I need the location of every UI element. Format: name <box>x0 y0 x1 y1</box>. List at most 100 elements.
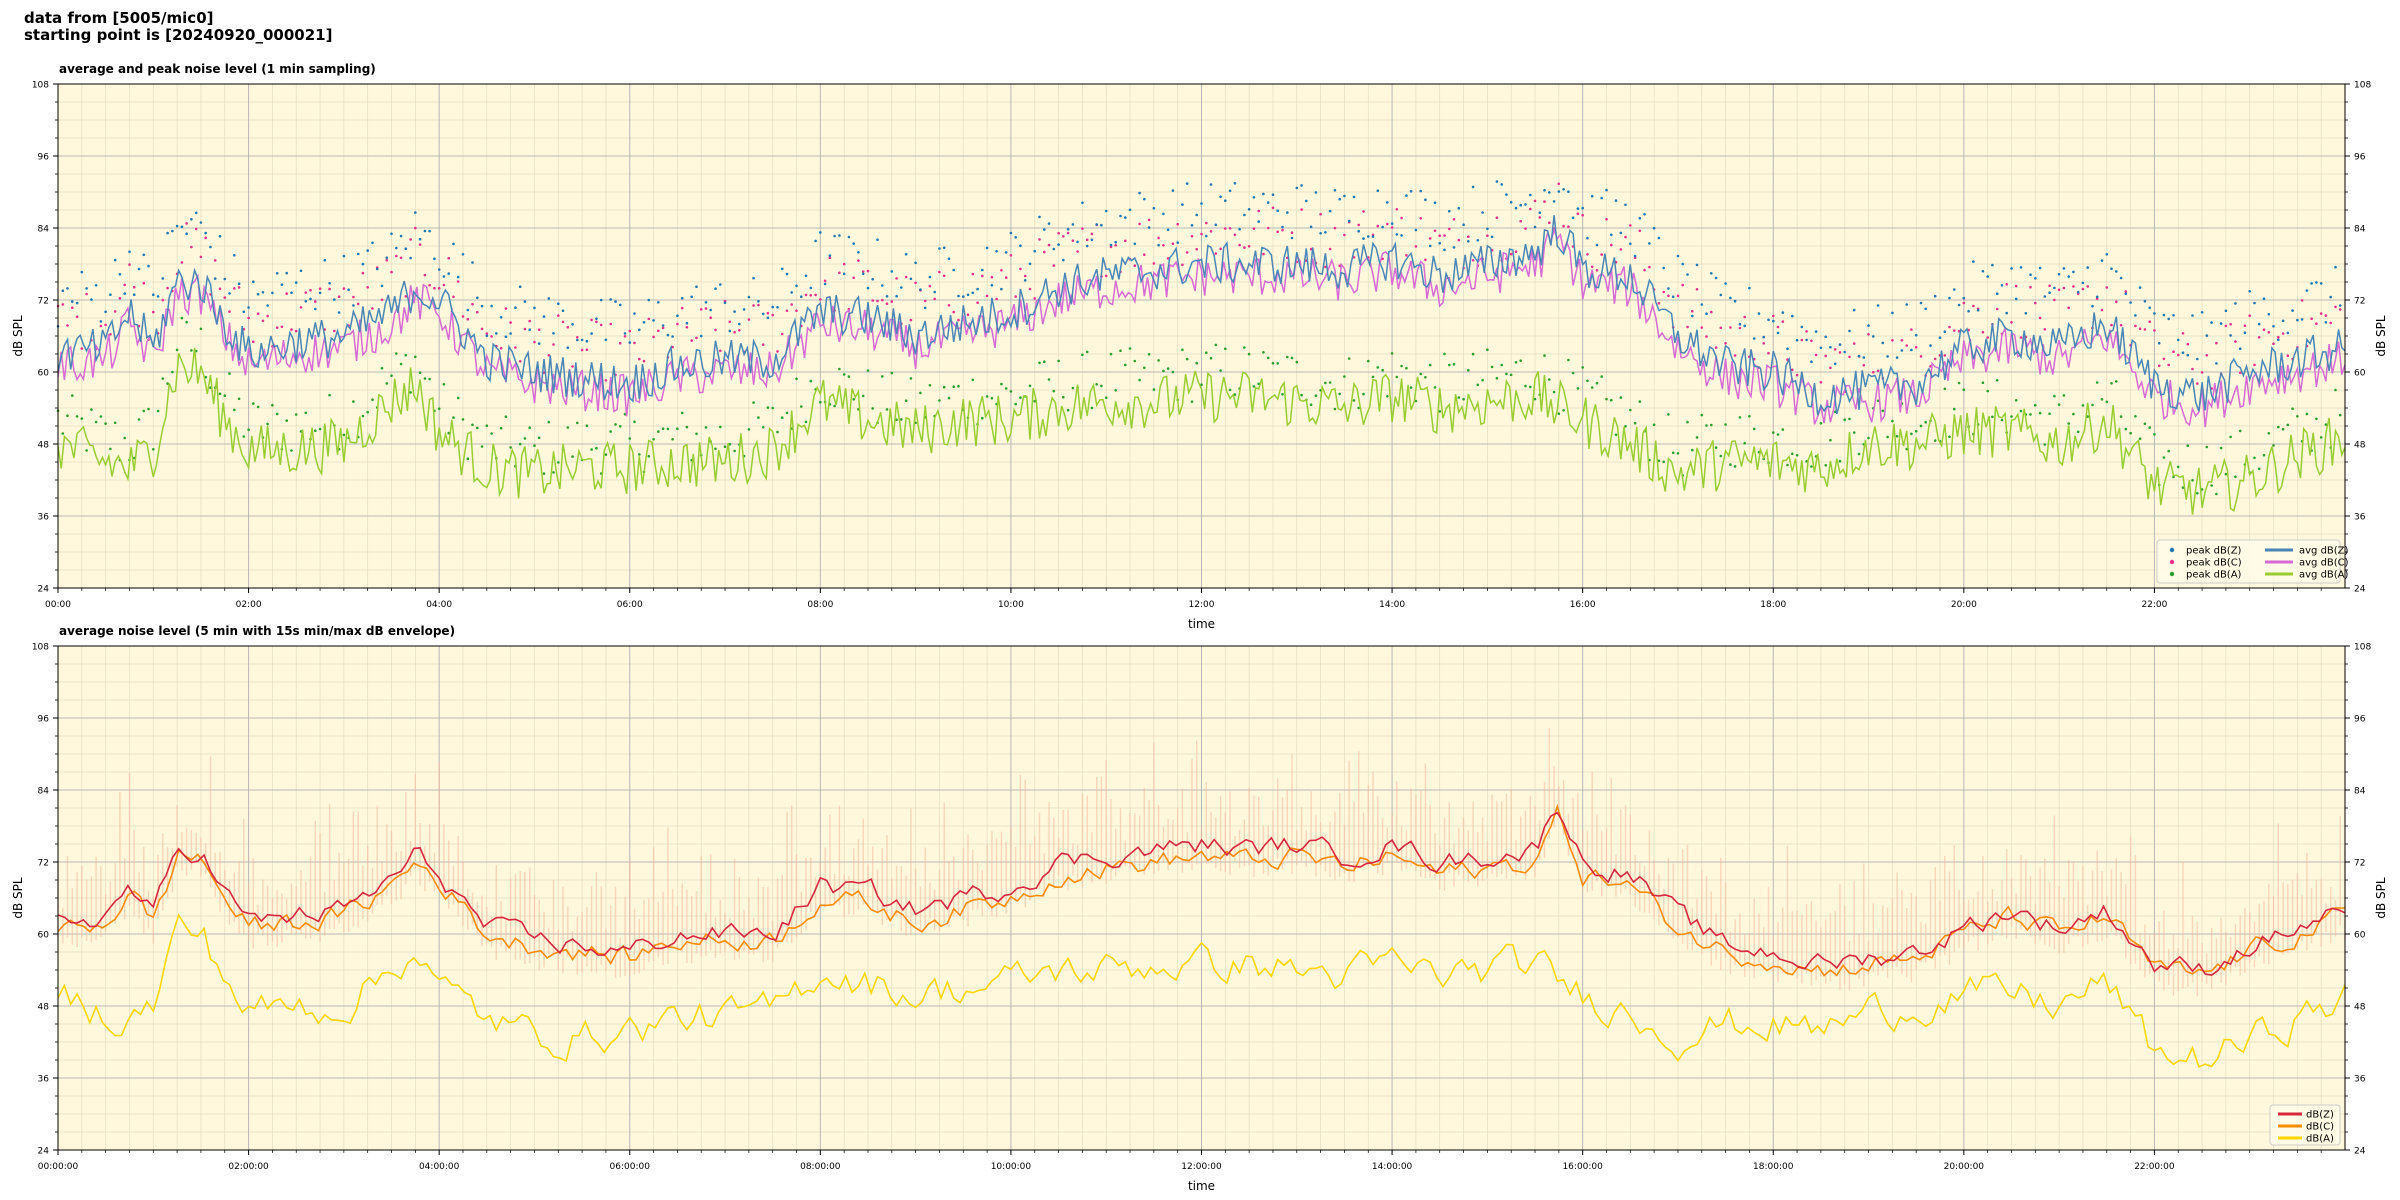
x-tick-label: 08:00 <box>807 600 833 610</box>
peak-dba-point <box>1852 431 1856 434</box>
peak-dbz-point <box>561 309 565 313</box>
peak-dba-point <box>800 405 803 408</box>
peak-dbz-point <box>2100 259 2104 262</box>
peak-dbz-point <box>1776 331 1780 335</box>
peak-dba-point <box>537 436 541 440</box>
peak-dba-point <box>1438 410 1441 413</box>
peak-dba-point <box>414 355 417 359</box>
header-line-start: starting point is [20240920_000021] <box>24 26 333 44</box>
peak-dbz-point <box>1238 227 1241 231</box>
peak-dbz-point <box>1076 240 1079 244</box>
peak-dbc-point <box>990 275 994 279</box>
peak-dbz-point <box>1786 347 1789 351</box>
peak-dbz-point <box>2062 267 2066 270</box>
peak-dbz-point <box>942 246 946 250</box>
peak-dba-point <box>113 421 117 425</box>
peak-dba-point <box>838 367 841 371</box>
peak-dbc-point <box>1043 250 1046 254</box>
peak-dbz-point <box>2267 313 2271 316</box>
peak-dba-point <box>1914 430 1918 433</box>
peak-dbc-point <box>580 348 584 352</box>
peak-dba-point <box>900 418 903 421</box>
peak-dbz-point <box>1405 194 1408 197</box>
peak-dbz-point <box>452 242 455 246</box>
peak-dbz-point <box>1071 223 1075 226</box>
peak-dbz-point <box>571 323 574 326</box>
peak-dbz-point <box>1390 222 1394 225</box>
peak-dba-point <box>490 432 493 435</box>
peak-dba-point <box>2186 444 2190 448</box>
peak-dbc-point <box>1933 357 1937 361</box>
peak-dba-point <box>2124 427 2128 431</box>
peak-dbc-point <box>1057 231 1060 235</box>
peak-dbz-point <box>2234 302 2237 305</box>
peak-dbz-point <box>2324 321 2328 324</box>
peak-dbz-point <box>1181 203 1184 206</box>
peak-dba-point <box>1867 436 1870 440</box>
peak-dbc-point <box>499 346 503 350</box>
peak-dba-point <box>1271 361 1275 365</box>
peak-dbc-point <box>1876 369 1880 373</box>
peak-dbz-point <box>1648 242 1651 245</box>
peak-dbz-point <box>790 291 793 294</box>
peak-dba-point <box>1933 439 1937 442</box>
peak-dbz-point <box>1867 324 1870 327</box>
peak-dbz-point <box>1490 235 1494 239</box>
peak-dbc-point <box>1624 235 1627 239</box>
peak-dba-point <box>1719 454 1723 458</box>
peak-dbc-point <box>356 302 360 306</box>
peak-dba-point <box>1162 369 1165 373</box>
peak-dba-point <box>2277 425 2280 429</box>
peak-dbz-point <box>761 312 765 316</box>
peak-dbc-point <box>1529 207 1532 211</box>
peak-dba-point <box>885 408 889 411</box>
peak-dbc-point <box>142 281 146 285</box>
peak-dbz-point <box>375 267 379 271</box>
peak-dbc-point <box>2176 353 2180 357</box>
peak-dba-point <box>704 426 708 429</box>
peak-dbz-point <box>1467 240 1470 243</box>
peak-dbz-point <box>771 305 774 309</box>
peak-dbz-point <box>2148 306 2151 310</box>
peak-dba-point <box>104 422 107 425</box>
y-tick-label-right: 60 <box>2354 369 2366 379</box>
peak-dba-point <box>1400 364 1403 368</box>
legend-label: peak dB(Z) <box>2186 546 2242 557</box>
peak-dbc-point <box>461 315 465 318</box>
peak-dbc-point <box>2014 284 2018 288</box>
peak-dbz-point <box>966 293 970 297</box>
peak-dba-point <box>1081 353 1084 357</box>
peak-dbz-point <box>2243 331 2247 335</box>
peak-dbc-point <box>1772 314 1775 318</box>
peak-dbz-point <box>1028 262 1032 266</box>
peak-dba-point <box>1519 359 1522 363</box>
peak-dbc-point <box>1643 268 1646 272</box>
peak-dba-point <box>456 396 460 400</box>
peak-dbz-point <box>800 295 803 299</box>
peak-dbc-point <box>1719 326 1723 330</box>
peak-dbc-point <box>128 263 131 266</box>
peak-dbz-point <box>628 341 632 344</box>
peak-dba-point <box>171 370 174 374</box>
peak-dba-point <box>1981 381 1985 385</box>
peak-dbc-point <box>809 294 813 297</box>
peak-dba-point <box>1610 398 1613 402</box>
peak-dba-point <box>1962 388 1966 392</box>
peak-dba-point <box>1991 415 1994 419</box>
peak-dbz-point <box>1224 199 1227 202</box>
peak-dbz-point <box>1714 276 1718 280</box>
peak-dbz-point <box>2238 347 2242 351</box>
peak-dbz-point <box>1190 224 1194 227</box>
peak-dbc-point <box>1676 294 1680 298</box>
peak-dbc-point <box>1438 234 1441 237</box>
peak-dbz-point <box>152 293 155 297</box>
peak-dba-point <box>638 453 641 456</box>
y-tick-label-right: 96 <box>2354 153 2366 163</box>
peak-dbc-point <box>1867 333 1870 336</box>
peak-dbz-point <box>1509 200 1513 204</box>
peak-dba-point <box>1557 412 1561 416</box>
peak-dbz-point <box>1495 180 1499 183</box>
peak-dbz-point <box>952 268 955 272</box>
peak-dba-point <box>728 442 732 446</box>
peak-dba-point <box>666 427 670 431</box>
